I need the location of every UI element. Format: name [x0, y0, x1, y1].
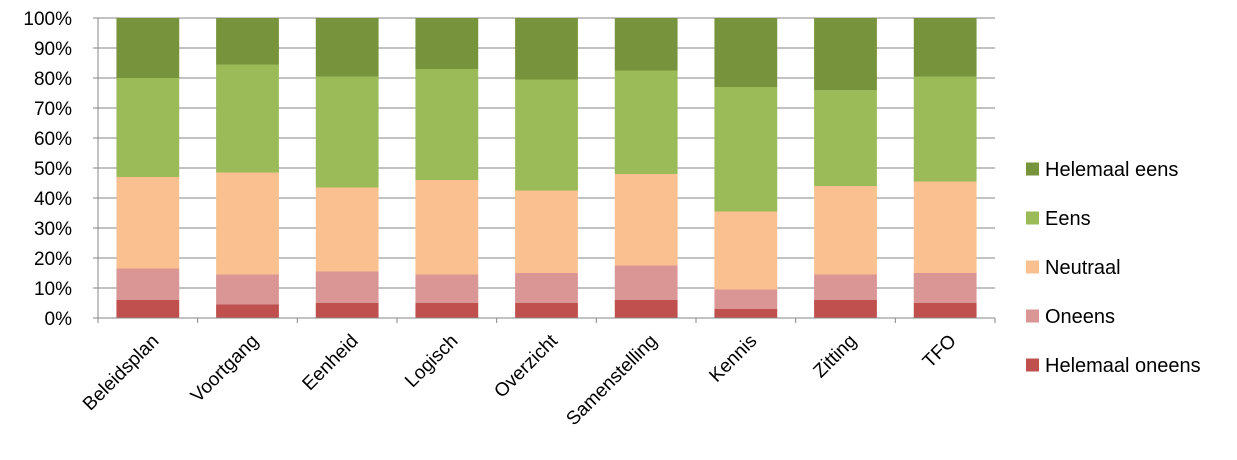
legend-item-eens: Eens — [1026, 208, 1091, 230]
bar-segment-helemaal-eens-logisch — [415, 18, 479, 69]
bar-segment-helemaal-oneens-samenstelling — [614, 300, 678, 318]
bar-segment-helemaal-eens-tfo — [913, 18, 977, 77]
bar-segment-helemaal-eens-eenheid — [315, 18, 379, 77]
y-tick-label: 100% — [23, 9, 72, 30]
y-tick-label: 80% — [34, 69, 72, 90]
bar-segment-eens-logisch — [415, 69, 479, 180]
bar-segment-oneens-overzicht — [515, 273, 578, 303]
y-tick-label: 0% — [45, 309, 73, 330]
x-tick-label: Eenheid — [299, 331, 363, 395]
bar-segment-eens-beleidsplan — [116, 78, 180, 177]
bars — [116, 18, 977, 318]
bar-segment-neutraal-voortgang — [216, 172, 279, 275]
x-tick-label: Logisch — [401, 331, 462, 392]
bar-segment-oneens-samenstelling — [614, 265, 678, 300]
bar-segment-helemaal-oneens-logisch — [415, 303, 479, 318]
y-tick-label: 60% — [34, 129, 72, 150]
bar-segment-helemaal-eens-beleidsplan — [116, 18, 180, 78]
bar-segment-neutraal-tfo — [913, 181, 977, 273]
x-tick-label: Zitting — [810, 331, 861, 382]
bar-segment-oneens-beleidsplan — [116, 268, 180, 300]
bar-segment-neutraal-zitting — [814, 186, 877, 275]
bar-segment-helemaal-eens-voortgang — [216, 18, 279, 65]
bar-segment-helemaal-oneens-beleidsplan — [116, 300, 180, 318]
y-tick-label: 90% — [34, 39, 72, 60]
legend-swatch — [1026, 358, 1039, 372]
x-tick-label: Samenstelling — [562, 331, 661, 430]
legend-label: Eens — [1045, 208, 1091, 230]
legend-item-helemaal-oneens: Helemaal oneens — [1026, 355, 1201, 377]
bar-segment-eens-eenheid — [315, 76, 379, 188]
legend-swatch — [1026, 260, 1039, 274]
bar-segment-oneens-tfo — [913, 273, 977, 303]
legend-swatch — [1026, 309, 1039, 323]
bar-segment-oneens-kennis — [714, 289, 778, 309]
bar-segment-helemaal-oneens-tfo — [913, 303, 977, 318]
x-tick-label: TFO — [919, 331, 961, 373]
legend-swatch — [1026, 211, 1039, 225]
y-tick-label: 30% — [34, 219, 72, 240]
bar-segment-neutraal-eenheid — [315, 187, 379, 272]
bar-segment-eens-overzicht — [515, 79, 578, 191]
bar-segment-helemaal-oneens-zitting — [814, 300, 877, 318]
bar-segment-helemaal-eens-overzicht — [515, 18, 578, 80]
x-tick-label: Overzicht — [490, 330, 562, 402]
x-tick-label: Beleidsplan — [79, 331, 163, 415]
bar-segment-helemaal-oneens-eenheid — [315, 303, 379, 318]
legend-label: Oneens — [1045, 306, 1115, 328]
bar-segment-neutraal-samenstelling — [614, 174, 678, 266]
bar-segment-helemaal-eens-zitting — [814, 18, 877, 90]
bar-segment-eens-tfo — [913, 76, 977, 182]
bar-segment-oneens-logisch — [415, 274, 479, 303]
x-tick-label: Kennis — [705, 331, 761, 387]
bar-segment-eens-zitting — [814, 90, 877, 186]
y-tick-label: 20% — [34, 249, 72, 270]
bar-segment-helemaal-oneens-kennis — [714, 309, 778, 318]
bar-segment-oneens-eenheid — [315, 271, 379, 303]
legend-label: Helemaal eens — [1045, 159, 1178, 181]
bar-segment-eens-kennis — [714, 87, 778, 212]
bar-segment-oneens-voortgang — [216, 274, 279, 305]
x-tick-label: Voortgang — [187, 331, 263, 407]
legend-swatch — [1026, 162, 1039, 176]
bar-segment-helemaal-oneens-overzicht — [515, 303, 578, 318]
bar-segment-oneens-zitting — [814, 274, 877, 300]
y-tick-label: 40% — [34, 189, 72, 210]
bar-segment-helemaal-eens-samenstelling — [614, 18, 678, 71]
legend-label: Helemaal oneens — [1045, 355, 1201, 377]
legend-label: Neutraal — [1045, 257, 1121, 279]
y-tick-label: 10% — [34, 279, 72, 300]
bar-segment-eens-samenstelling — [614, 70, 678, 174]
bar-segment-neutraal-beleidsplan — [116, 177, 180, 269]
bar-segment-helemaal-oneens-voortgang — [216, 304, 279, 318]
legend-item-oneens: Oneens — [1026, 306, 1115, 328]
bar-segment-neutraal-kennis — [714, 211, 778, 290]
legend-item-neutraal: Neutraal — [1026, 257, 1121, 279]
y-tick-label: 70% — [34, 99, 72, 120]
legend-item-helemaal-eens: Helemaal eens — [1026, 159, 1178, 181]
y-tick-label: 50% — [34, 159, 72, 180]
bar-segment-helemaal-eens-kennis — [714, 18, 778, 87]
bar-segment-eens-voortgang — [216, 64, 279, 173]
bar-segment-neutraal-overzicht — [515, 190, 578, 273]
bar-segment-neutraal-logisch — [415, 180, 479, 275]
legend: Helemaal eens Eens Neutraal Oneens Helemaal … — [1026, 159, 1201, 377]
